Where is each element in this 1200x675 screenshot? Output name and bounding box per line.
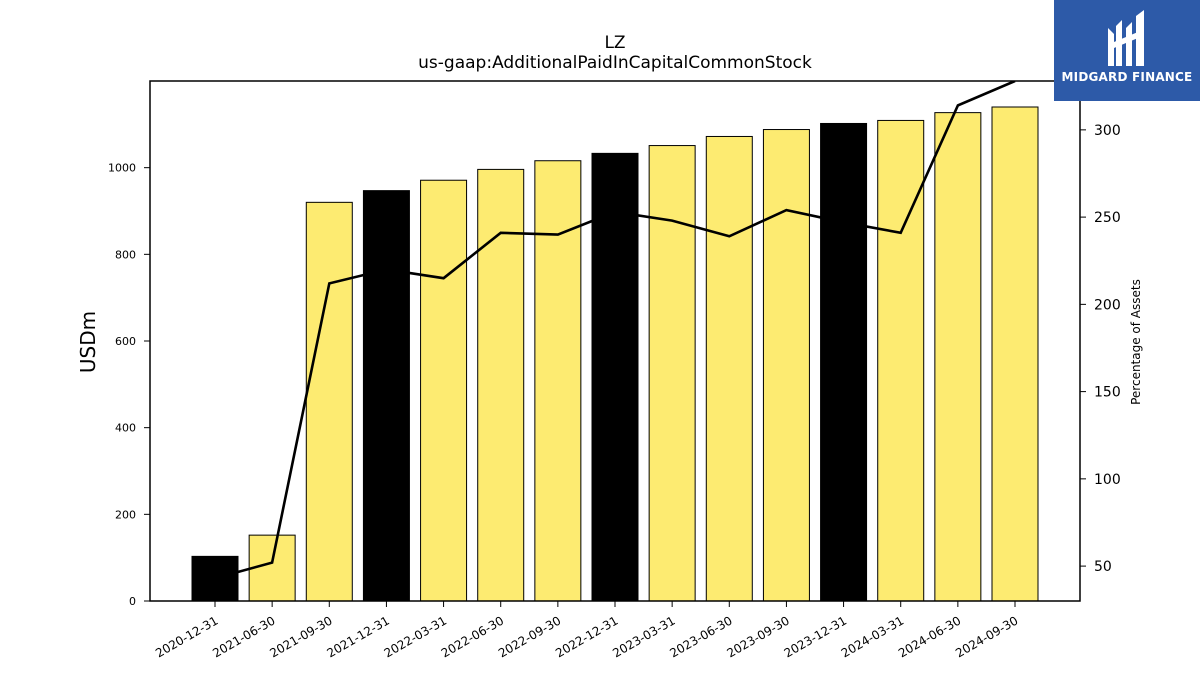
y2-tick-label: 150 <box>1094 385 1121 401</box>
bar-2024-09-30 <box>991 106 1039 602</box>
y2-tick-label: 300 <box>1094 123 1121 139</box>
bar-2024-03-31 <box>877 119 925 602</box>
bar-2022-12-31 <box>591 152 639 602</box>
bar-2022-09-30 <box>534 160 582 602</box>
bars-group <box>191 106 1039 602</box>
x-tick-label: 2021-12-31 <box>325 613 392 660</box>
x-tick-label: 2021-06-30 <box>210 613 277 660</box>
y-tick-label: 1000 <box>108 162 136 175</box>
y-tick-label: 0 <box>129 595 136 608</box>
logo-text: MIDGARD FINANCE <box>1061 70 1193 84</box>
y2-tick-label: 100 <box>1094 472 1121 488</box>
y-axis-label: USDm <box>76 311 100 373</box>
y-tick-label: 800 <box>115 248 136 261</box>
y-tick-label: 600 <box>115 335 136 348</box>
bar-2021-09-30 <box>305 201 353 602</box>
x-tick-label: 2023-03-31 <box>610 613 677 660</box>
y2-tick-label: 200 <box>1094 297 1121 313</box>
bar-2023-09-30 <box>762 129 810 602</box>
x-tick-label: 2022-12-31 <box>553 613 620 660</box>
y-tick-label: 200 <box>115 508 136 521</box>
bar-2022-06-30 <box>477 168 525 602</box>
line-group <box>214 81 1016 580</box>
bar-2023-06-30 <box>705 135 753 602</box>
x-tick-label: 2022-03-31 <box>382 613 449 660</box>
x-tick-label: 2022-06-30 <box>439 613 506 660</box>
chart-title: LZ <box>604 33 625 53</box>
x-tick-label: 2024-03-31 <box>839 613 906 660</box>
x-tick-label: 2023-09-30 <box>725 613 792 660</box>
y2-axis-label: Percentage of Assets <box>1129 279 1143 405</box>
x-tick-label: 2024-06-30 <box>896 613 963 660</box>
x-tick-label: 2022-09-30 <box>496 613 563 660</box>
bar-2020-12-31 <box>191 555 239 602</box>
x-tick-label: 2020-12-31 <box>153 613 220 660</box>
x-tick-label: 2023-12-31 <box>782 613 849 660</box>
y2-tick-label: 250 <box>1094 210 1121 226</box>
y2-tick-label: 50 <box>1094 559 1112 575</box>
y-tick-label: 400 <box>115 422 136 435</box>
chart-subtitle: us-gaap:AdditionalPaidInCapitalCommonSto… <box>418 53 812 73</box>
bar-2021-12-31 <box>362 190 410 602</box>
brand-logo: MIDGARD FINANCE <box>1054 0 1200 101</box>
bar-2024-06-30 <box>934 112 982 602</box>
x-tick-label: 2021-09-30 <box>267 613 334 660</box>
percentage-line <box>214 81 1016 580</box>
logo-mark-icon <box>1108 10 1144 66</box>
x-tick-label: 2023-06-30 <box>667 613 734 660</box>
bar-2022-03-31 <box>420 179 468 602</box>
bar-2023-03-31 <box>648 145 696 602</box>
x-tick-label: 2024-09-30 <box>953 613 1020 660</box>
bar-2023-12-31 <box>820 122 868 602</box>
